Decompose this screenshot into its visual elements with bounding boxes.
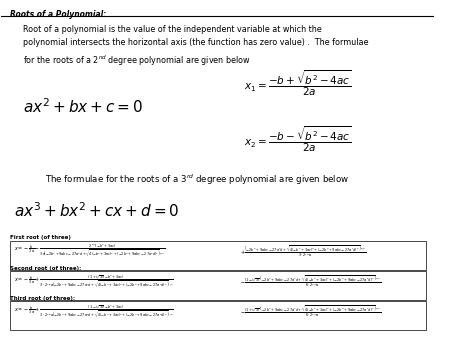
FancyBboxPatch shape [10, 241, 426, 270]
Text: $x=-\frac{b}{3a}-\frac{2^{1/3}(-b^2+3ac)}{3a\!\left(-2b^3+9abc-27a^2d+\sqrt{4(-b: $x=-\frac{b}{3a}-\frac{2^{1/3}(-b^2+3ac)… [14, 243, 166, 258]
Text: $x_1=\dfrac{-b+\sqrt{b^2-4ac}}{2a}$: $x_1=\dfrac{-b+\sqrt{b^2-4ac}}{2a}$ [244, 68, 352, 98]
Text: The formulae for the roots of a 3$^{rd}$ degree polynomial are given below: The formulae for the roots of a 3$^{rd}$… [45, 172, 349, 187]
FancyBboxPatch shape [10, 271, 426, 300]
Text: Roots of a Polynomial:: Roots of a Polynomial: [10, 10, 106, 19]
FancyBboxPatch shape [10, 301, 426, 330]
Text: $x=-\frac{b}{3a}+\frac{(1-i\sqrt{3})(-b^2+3ac)}{3\cdot 2^{2/3}a\!\left(-2b^3+9ab: $x=-\frac{b}{3a}+\frac{(1-i\sqrt{3})(-b^… [14, 303, 174, 319]
Text: $+\frac{\left(-2b^3+9abc-27a^2d+\sqrt{4(-b^2+3ac)^3+(-2b^3+9abc-27a^2d)^2}\right: $+\frac{\left(-2b^3+9abc-27a^2d+\sqrt{4(… [239, 243, 366, 259]
Text: Third root (of three):: Third root (of three): [10, 296, 75, 301]
Text: $-\frac{(1-i\sqrt{3})\left(-2b^3+9abc-27a^2d+\sqrt{4(-b^2+3ac)^3+(-2b^3+9abc-27a: $-\frac{(1-i\sqrt{3})\left(-2b^3+9abc-27… [239, 273, 381, 289]
Text: $-\frac{(1+i\sqrt{3})\left(-2b^3+9abc-27a^2d+\sqrt{4(-b^2+3ac)^3+(-2b^3+9abc-27a: $-\frac{(1+i\sqrt{3})\left(-2b^3+9abc-27… [239, 303, 381, 319]
Text: $ax^3+bx^2+cx+d=0$: $ax^3+bx^2+cx+d=0$ [14, 201, 180, 220]
Text: $x=-\frac{b}{3a}+\frac{(1+i\sqrt{3})(-b^2+3ac)}{3\cdot 2^{2/3}a\!\left(-2b^3+9ab: $x=-\frac{b}{3a}+\frac{(1+i\sqrt{3})(-b^… [14, 273, 174, 289]
Text: $ax^2+bx+c=0$: $ax^2+bx+c=0$ [23, 97, 143, 116]
Text: Second root (of three):: Second root (of three): [10, 266, 81, 271]
Text: Root of a polynomial is the value of the independent variable at which the
polyn: Root of a polynomial is the value of the… [23, 25, 369, 68]
Text: First root (of three): First root (of three) [10, 235, 71, 240]
Text: $x_2=\dfrac{-b-\sqrt{b^2-4ac}}{2a}$: $x_2=\dfrac{-b-\sqrt{b^2-4ac}}{2a}$ [244, 124, 352, 154]
